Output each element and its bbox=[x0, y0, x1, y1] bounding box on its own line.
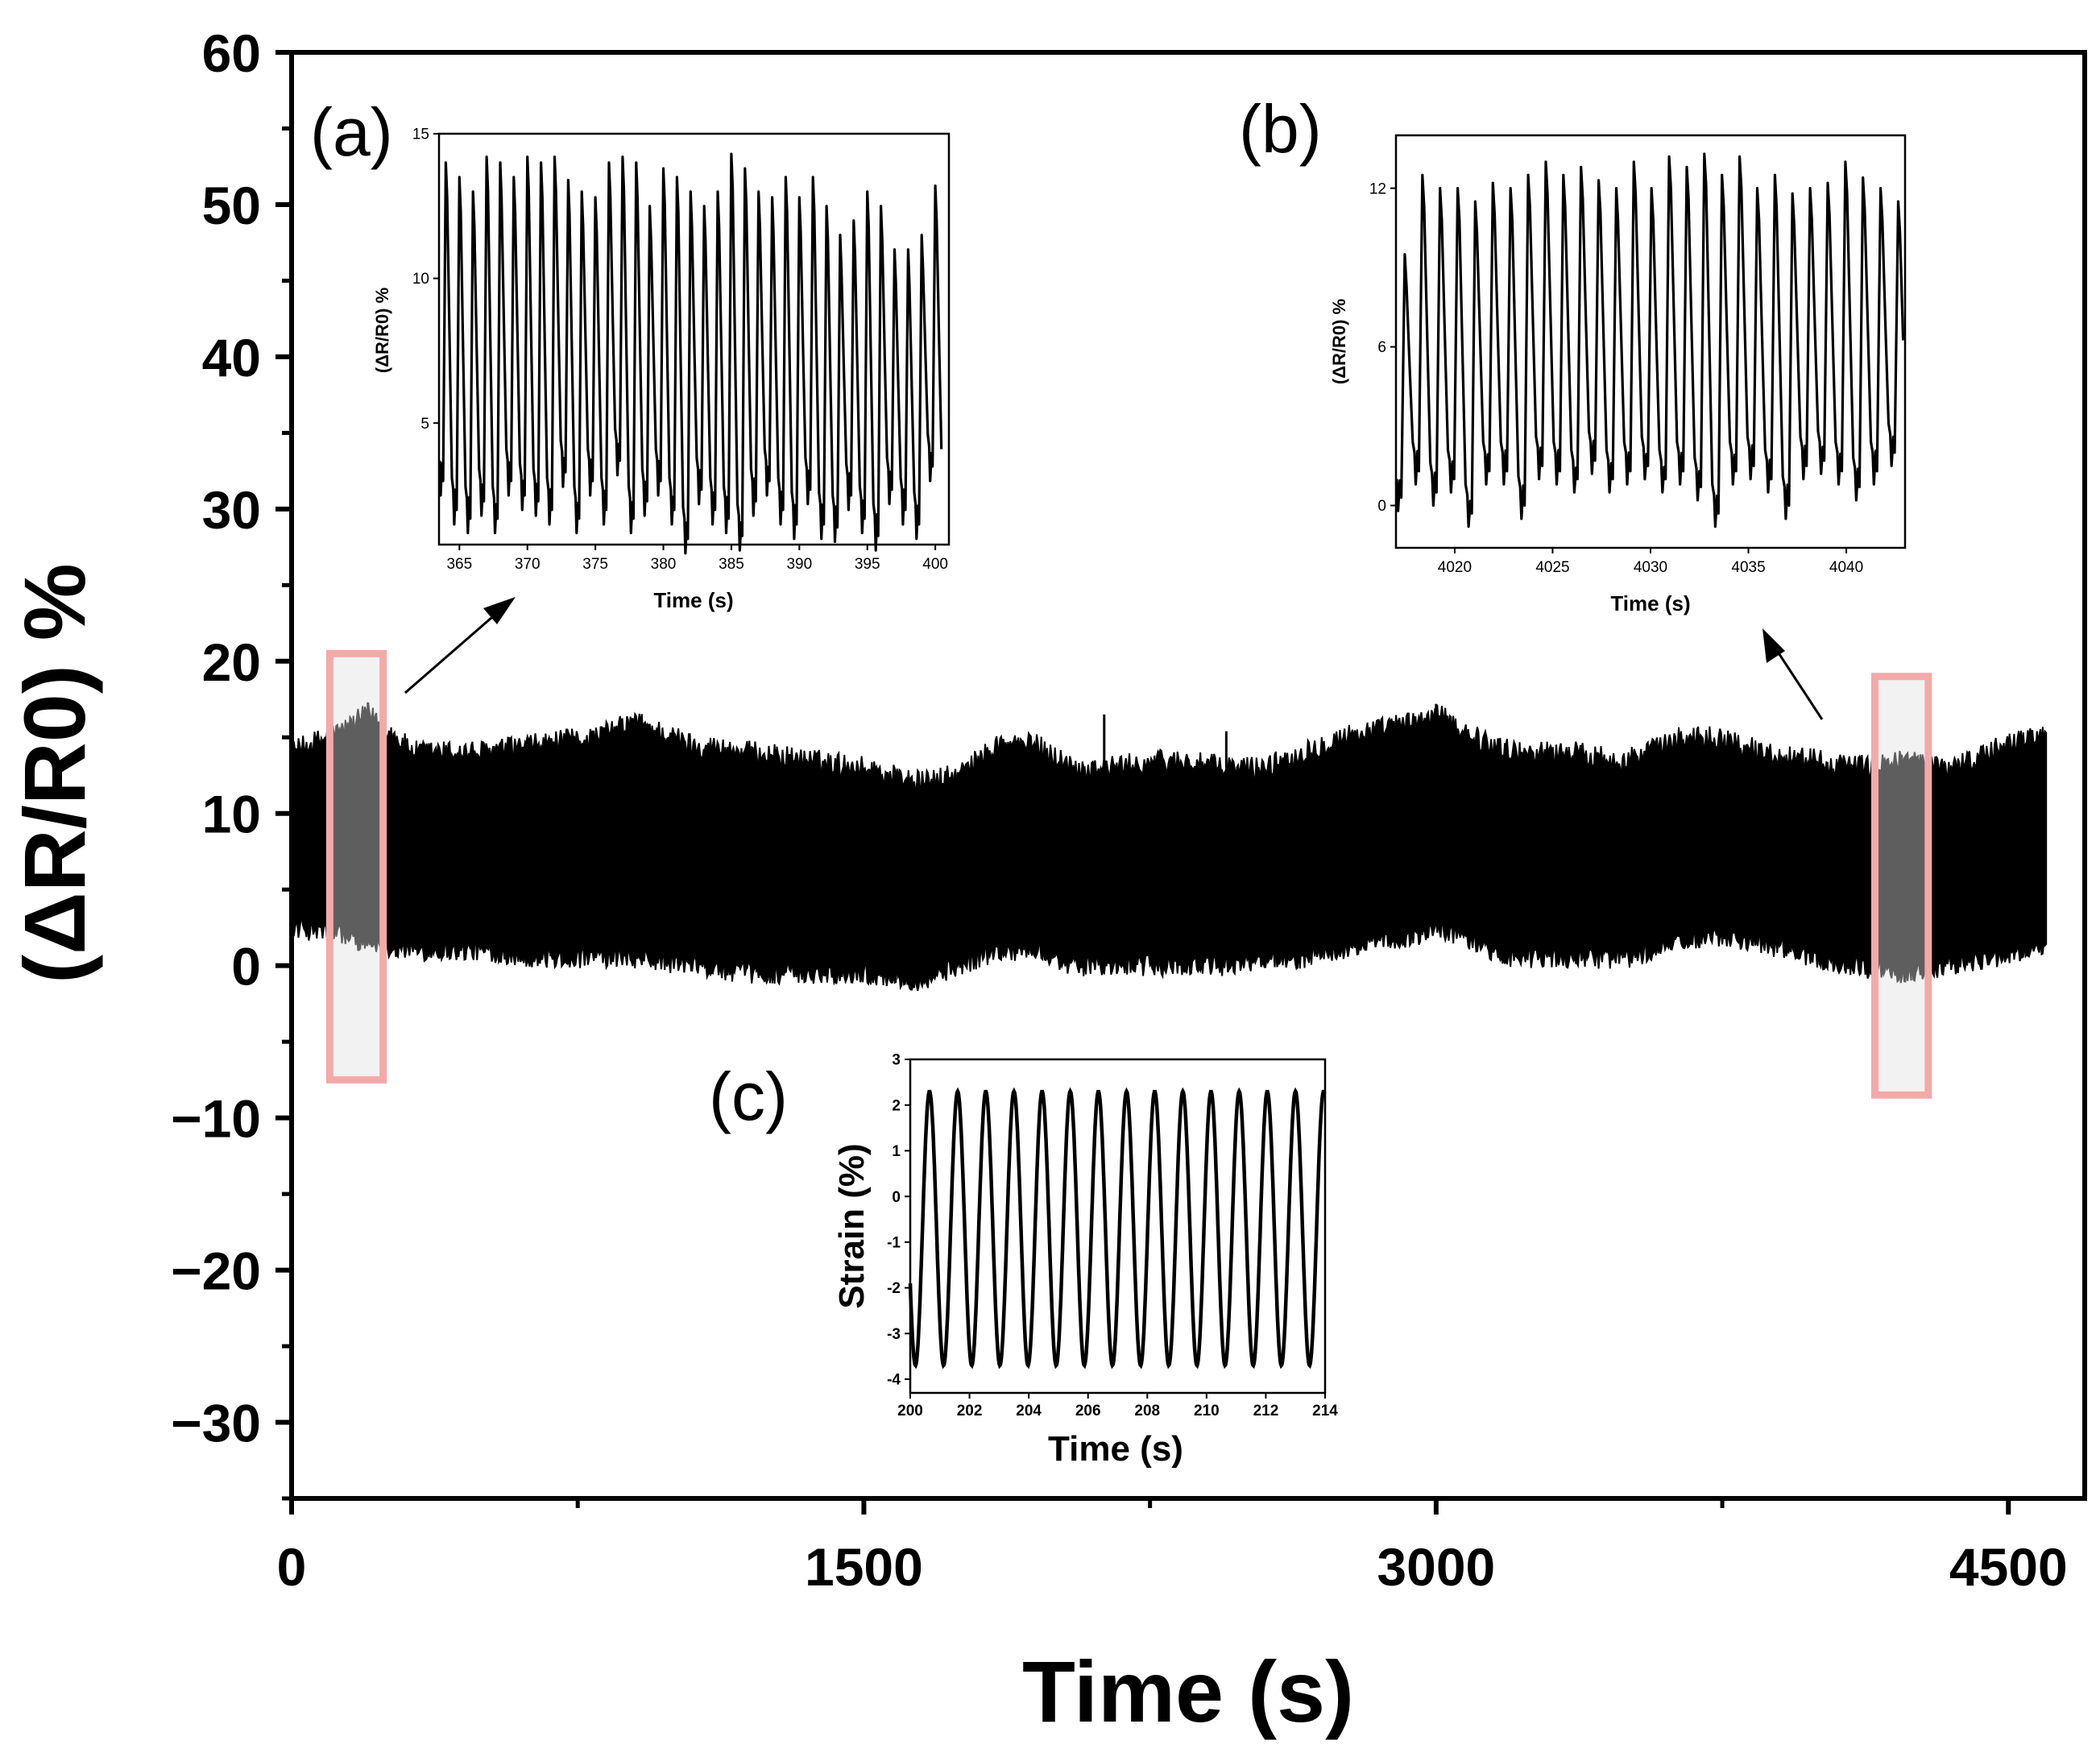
inset-x-tick-label: 4040 bbox=[1829, 559, 1863, 576]
inset-c-series bbox=[908, 1087, 1327, 1370]
inset-b-label: (b) bbox=[1239, 91, 1322, 167]
inset-y-tick-label: 3 bbox=[892, 1052, 901, 1069]
main-y-tick-label: 50 bbox=[202, 176, 261, 235]
inset-a-x-title: Time (s) bbox=[653, 588, 733, 612]
inset-y-tick-label: 10 bbox=[412, 271, 429, 288]
arrow-head-a bbox=[483, 597, 516, 624]
inset-y-tick-label: 12 bbox=[1369, 180, 1386, 197]
main-y-tick-label: −20 bbox=[171, 1241, 261, 1301]
inset-c-frame bbox=[909, 1058, 1327, 1395]
main-signal-band bbox=[291, 702, 2048, 992]
main-x-axis: 0 1500 3000 4500 bbox=[277, 1498, 2068, 1597]
inset-x-tick-label: 370 bbox=[515, 556, 541, 573]
highlight-region bbox=[1871, 673, 1932, 1099]
main-y-tick-label: 60 bbox=[202, 23, 261, 83]
inset-c-x-title: Time (s) bbox=[1048, 1429, 1183, 1469]
inset-y-tick-label: 0 bbox=[892, 1189, 901, 1206]
main-x-axis-title: Time (s) bbox=[1022, 1643, 1354, 1740]
inset-x-tick-label: 206 bbox=[1075, 1403, 1101, 1419]
inset-x-tick-label: 204 bbox=[1016, 1403, 1042, 1419]
main-y-tick-label: 10 bbox=[202, 785, 261, 844]
main-y-tick-label: −10 bbox=[171, 1089, 261, 1149]
inset-y-tick-label: -1 bbox=[887, 1234, 901, 1251]
inset-x-tick-label: 4020 bbox=[1438, 559, 1472, 576]
inset-a: (a) 365 370 375 380 385 390 395 400 5 10 15 Time (… bbox=[310, 94, 951, 612]
inset-b: (b) 4020 4025 4030 4035 4040 0 6 12 Time (s) (Δ… bbox=[1239, 91, 1907, 615]
inset-c-strain-line bbox=[908, 1087, 1327, 1370]
inset-signal-line bbox=[1395, 152, 1905, 528]
inset-a-series bbox=[438, 152, 943, 555]
inset-y-tick-label: 15 bbox=[412, 126, 429, 143]
inset-x-tick-label: 390 bbox=[786, 556, 812, 573]
inset-y-tick-label: -3 bbox=[887, 1326, 901, 1343]
arrow-to-inset-b bbox=[1773, 646, 1824, 720]
inset-x-tick-label: 4025 bbox=[1535, 559, 1569, 576]
inset-y-tick-label: 5 bbox=[420, 416, 429, 433]
inset-c: (c) 200 202 204 206 208 210 212 2143210-1-2-3-4… bbox=[709, 1052, 1338, 1469]
inset-x-tick-label: 4030 bbox=[1634, 559, 1667, 576]
inset-x-tick-label: 202 bbox=[957, 1403, 983, 1419]
inset-a-y-title: (ΔR/R0) % bbox=[372, 288, 392, 373]
inset-y-tick-label: 1 bbox=[892, 1143, 901, 1160]
inset-b-series bbox=[1395, 152, 1905, 528]
inset-y-tick-label: -4 bbox=[887, 1372, 901, 1389]
inset-x-tick-label: 380 bbox=[651, 556, 677, 573]
main-x-tick-label: 0 bbox=[277, 1537, 307, 1597]
inset-y-tick-label: 0 bbox=[1377, 498, 1386, 515]
main-y-tick-label: 0 bbox=[231, 937, 261, 997]
inset-x-tick-label: 210 bbox=[1194, 1403, 1220, 1419]
inset-x-tick-label: 200 bbox=[897, 1403, 923, 1419]
inset-x-tick-label: 385 bbox=[719, 556, 744, 573]
inset-b-y-title: (ΔR/R0) % bbox=[1329, 299, 1349, 384]
inset-b-axes: 4020 4025 4030 4035 4040 0 6 12 bbox=[1369, 180, 1863, 576]
inset-x-tick-label: 375 bbox=[582, 556, 608, 573]
inset-c-label: (c) bbox=[709, 1059, 788, 1134]
main-y-axis: 60 50 40 30 20 10 0 −10 −20 −30 bbox=[171, 23, 292, 1501]
inset-x-tick-label: 365 bbox=[446, 556, 472, 573]
main-y-tick-label: 20 bbox=[202, 632, 261, 692]
highlight-region bbox=[325, 649, 387, 1084]
main-signal-series bbox=[291, 702, 2048, 992]
inset-a-axes: 365 370 375 380 385 390 395 400 5 10 15 bbox=[412, 126, 948, 573]
inset-y-tick-label: 2 bbox=[892, 1097, 901, 1114]
main-y-axis-title: (ΔR/R0) % bbox=[6, 563, 103, 984]
highlight-regions bbox=[325, 649, 1932, 1099]
main-x-tick-label: 4500 bbox=[1949, 1537, 2068, 1597]
inset-y-tick-label: 6 bbox=[1377, 339, 1386, 356]
inset-x-tick-label: 400 bbox=[922, 556, 948, 573]
arrow-head-b bbox=[1762, 628, 1785, 663]
inset-x-tick-label: 395 bbox=[855, 556, 880, 573]
inset-x-tick-label: 4035 bbox=[1731, 559, 1765, 576]
inset-x-tick-label: 212 bbox=[1253, 1403, 1279, 1419]
main-x-tick-label: 3000 bbox=[1377, 1537, 1495, 1597]
inset-y-tick-label: -2 bbox=[887, 1280, 901, 1297]
main-y-tick-label: 30 bbox=[202, 480, 261, 540]
inset-a-label: (a) bbox=[310, 94, 393, 170]
main-y-tick-label: 40 bbox=[202, 328, 261, 387]
inset-signal-line bbox=[438, 152, 943, 555]
main-x-tick-label: 1500 bbox=[805, 1537, 923, 1597]
inset-x-tick-label: 208 bbox=[1134, 1403, 1160, 1419]
inset-b-x-title: Time (s) bbox=[1610, 591, 1690, 615]
inset-c-y-title: Strain (%) bbox=[832, 1143, 872, 1308]
main-y-tick-label: −30 bbox=[171, 1394, 261, 1453]
inset-x-tick-label: 214 bbox=[1312, 1403, 1338, 1419]
arrow-to-inset-a bbox=[404, 605, 505, 694]
